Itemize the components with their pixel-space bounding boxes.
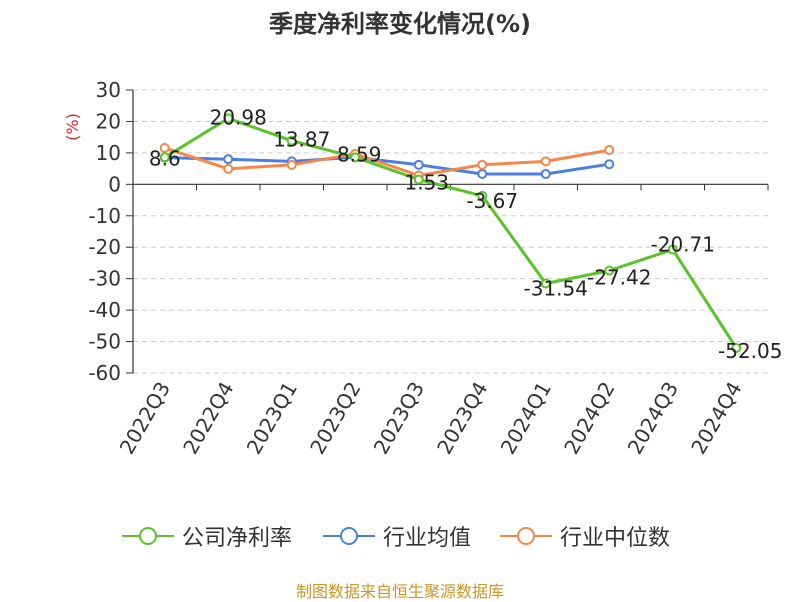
x-tick-label: 2024Q3 bbox=[623, 378, 683, 459]
data-point bbox=[477, 190, 488, 201]
data-point bbox=[413, 159, 424, 170]
legend-circle bbox=[139, 527, 157, 545]
x-tick-label: 2023Q3 bbox=[369, 378, 429, 459]
data-point bbox=[604, 145, 615, 156]
data-point bbox=[540, 156, 551, 167]
x-tick-label: 2024Q2 bbox=[559, 378, 619, 459]
legend-item-net-margin[interactable]: 公司净利率 bbox=[122, 518, 292, 554]
data-point bbox=[604, 265, 615, 276]
y-tick-label: -30 bbox=[88, 267, 121, 291]
data-label: 8.59 bbox=[337, 142, 382, 166]
series-line bbox=[164, 146, 610, 177]
data-point bbox=[223, 154, 234, 165]
legend-marker-net-margin bbox=[122, 527, 174, 545]
data-label: -20.71 bbox=[651, 232, 715, 256]
data-point bbox=[731, 343, 742, 354]
data-point bbox=[159, 152, 170, 163]
legend-label-industry-avg: 行业均值 bbox=[383, 526, 472, 551]
data-point bbox=[604, 159, 615, 170]
series-line bbox=[164, 116, 738, 349]
data-point bbox=[413, 174, 424, 185]
y-tick-label: -20 bbox=[88, 235, 121, 259]
y-tick-label: -10 bbox=[88, 204, 121, 228]
y-tick-label: -60 bbox=[88, 361, 121, 385]
y-tick-label: 10 bbox=[96, 141, 121, 165]
x-tick-label: 2024Q1 bbox=[496, 378, 556, 459]
x-tick-label: 2024Q4 bbox=[686, 378, 746, 459]
legend-label-industry-median: 行业中位数 bbox=[560, 526, 671, 551]
data-label: -27.42 bbox=[587, 266, 651, 290]
data-label: 1.53 bbox=[404, 171, 449, 195]
x-tick-label: 2023Q1 bbox=[242, 378, 302, 459]
data-point bbox=[223, 113, 234, 124]
x-tick-label: 2022Q3 bbox=[115, 378, 175, 459]
y-axis-label: (%) bbox=[63, 113, 82, 141]
source-note: 制图数据来自恒生聚源数据库 bbox=[295, 582, 504, 601]
legend-circle bbox=[517, 527, 535, 545]
legend-marker-industry-avg bbox=[323, 527, 375, 545]
data-point bbox=[540, 168, 551, 179]
data-point bbox=[286, 159, 297, 170]
gridlines bbox=[133, 89, 768, 374]
y-tick-label: 30 bbox=[96, 78, 121, 102]
data-point bbox=[540, 278, 551, 289]
data-label: -31.54 bbox=[524, 277, 588, 301]
data-label: -52.05 bbox=[718, 339, 782, 363]
y-tick-label: 0 bbox=[108, 172, 121, 196]
data-point bbox=[286, 135, 297, 146]
y-tick-label: 20 bbox=[96, 109, 121, 133]
legend-item-industry-median[interactable]: 行业中位数 bbox=[500, 518, 670, 554]
data-point bbox=[159, 142, 170, 153]
y-tick-label: -40 bbox=[88, 298, 121, 322]
legend-marker-industry-median bbox=[500, 527, 552, 545]
data-label: -3.67 bbox=[466, 189, 518, 213]
data-point bbox=[223, 163, 234, 174]
legend-circle bbox=[340, 527, 358, 545]
axes: 30 20 10 0 -10 -20 -30 -40 -50 -60 (%) 2022Q3 2022Q4… bbox=[63, 78, 769, 459]
series-line bbox=[164, 155, 610, 176]
legend-label-net-margin: 公司净利率 bbox=[182, 526, 293, 551]
legend-item-industry-avg[interactable]: 行业均值 bbox=[323, 518, 471, 554]
y-tick-label: -50 bbox=[88, 330, 121, 354]
data-point bbox=[477, 168, 488, 179]
series-group bbox=[159, 113, 742, 354]
data-point bbox=[350, 152, 361, 163]
data-point bbox=[667, 244, 678, 255]
chart-title: 季度净利率变化情况(%) bbox=[269, 10, 531, 38]
x-tick-label: 2022Q4 bbox=[178, 378, 238, 459]
legend: 公司净利率 行业均值 行业中位数 bbox=[0, 518, 800, 554]
x-tick-label: 2023Q2 bbox=[305, 378, 365, 459]
data-label: 8.6 bbox=[149, 146, 181, 170]
data-label: 20.98 bbox=[210, 105, 267, 129]
data-label: 13.87 bbox=[273, 128, 330, 152]
data-point bbox=[477, 159, 488, 170]
x-tick-label: 2023Q4 bbox=[432, 378, 492, 459]
